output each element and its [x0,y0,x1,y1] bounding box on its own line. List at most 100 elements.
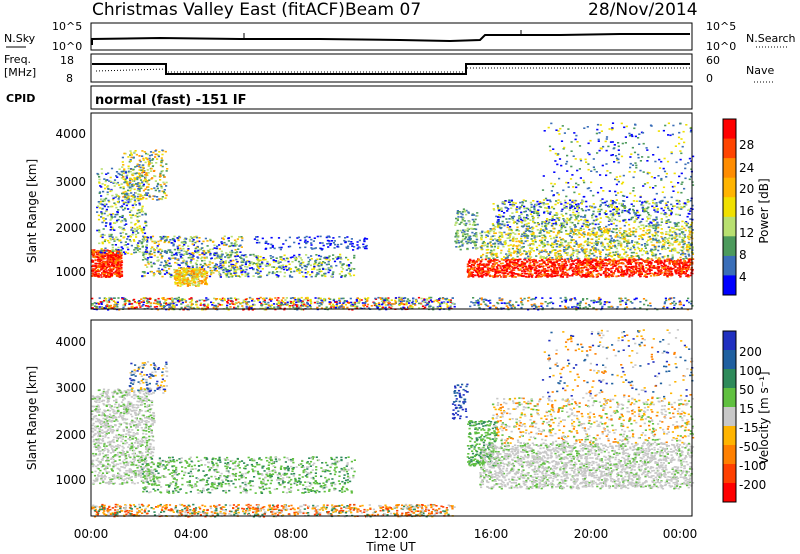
power-pixel [182,242,185,244]
power-pixel [260,302,263,305]
power-pixel [313,247,316,250]
power-pixel [627,260,630,262]
power-pixel [568,274,571,277]
power-pixel [500,276,503,278]
power-pixel [381,303,384,306]
power-pixel [363,297,367,300]
noise-sky-trace [91,33,690,45]
power-pixel [236,253,239,256]
power-pixel [685,263,688,265]
power-pixel [190,301,193,303]
power-pixel [327,246,330,248]
power-pixel [610,259,613,262]
power-pixel [219,257,222,259]
date-label: 28/Nov/2014 [588,0,698,20]
power-pixel [104,260,107,263]
power-pixel [614,270,617,272]
power-pixel [321,242,324,244]
power-pixel [233,268,236,271]
power-pixel [209,238,212,241]
power-pixel [447,299,450,301]
power-pixel [536,264,539,267]
power-pixel [313,237,316,239]
power-pixel [593,267,596,269]
power-pixel [91,307,94,309]
power-pixel [224,267,227,270]
power-pixel [101,236,104,239]
power-pixel [189,260,192,263]
power-pixel [161,268,164,271]
power-pixel [154,156,157,158]
power-pixel [200,247,203,249]
power-pixel [635,258,638,261]
power-pixel [317,297,320,300]
power-pixel [432,300,435,303]
power-pixel [501,258,504,261]
power-pixel [102,300,106,302]
power-pixel [257,299,260,302]
power-pixel [98,229,101,231]
power-pixel [384,307,387,310]
power-pixel [449,304,452,307]
power-pixel [116,219,119,222]
power-pixel [188,298,191,300]
power-pixel [135,230,138,232]
power-pixel [107,269,110,271]
power-pixel [135,153,138,156]
power-pixel [156,185,159,188]
power-pixel [188,281,191,283]
power-pixel [209,269,212,272]
power-pixel [240,302,243,304]
power-pixel [127,248,130,251]
power-pixel [506,262,509,265]
power-pixel [291,302,294,304]
power-pixel [220,268,223,270]
power-pixel [107,252,110,255]
beam-label: Beam 07 [345,0,421,20]
power-pixel [179,285,182,287]
power-pixel [424,301,427,304]
power-pixel [159,236,162,238]
power-pixel [160,237,163,239]
power-pixel [462,217,465,220]
power-pixel [438,298,441,300]
power-pixel [104,184,107,186]
power-pixel [629,260,632,262]
power-pixel [513,263,516,265]
power-pixel [127,195,130,198]
power-pixel [637,263,641,266]
power-pixel [497,264,500,266]
power-pixel [270,236,273,239]
power-pixel [111,226,114,229]
power-pixel [98,191,102,193]
power-pixel [152,195,155,197]
power-pixel [162,306,166,309]
power-pixel [432,306,435,309]
power-pixel [494,273,497,276]
power-pixel [299,262,302,265]
power-pixel [256,271,259,274]
power-pixel [121,216,124,218]
power-pixel [103,274,106,276]
power-pixel [183,276,186,278]
power-pixel [477,266,481,268]
power-pixel [102,190,105,193]
power-pixel [663,263,666,265]
power-pixel [110,273,114,276]
power-pixel [206,245,209,247]
power-pixel [607,269,610,272]
power-pixel [464,229,467,231]
power-pixel [120,271,124,273]
power-pixel [154,298,157,301]
power-pixel [94,262,97,265]
power-pixel [480,268,483,271]
power-pixel [236,306,240,309]
power-pixel [151,240,154,243]
power-pixel [96,306,99,308]
power-pixel [119,232,122,235]
power-pixel [338,302,341,304]
power-pixel [158,272,161,274]
power-pixel [184,274,187,276]
power-pixel [222,261,225,263]
power-pixel [109,255,112,258]
